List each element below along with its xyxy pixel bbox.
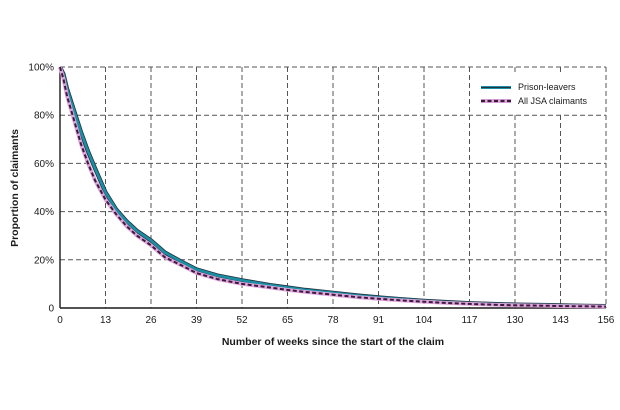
legend-label-prison-leavers: Prison-leavers <box>518 82 576 92</box>
legend-box <box>474 72 604 114</box>
x-tick-label: 65 <box>282 315 294 326</box>
x-tick-label: 91 <box>373 315 385 326</box>
x-tick-label: 117 <box>462 315 478 326</box>
x-axis-title: Number of weeks since the start of the c… <box>222 336 444 348</box>
tick-labels: 0 13 26 39 52 65 78 91 104 117 130 143 156 0 20% 40% 60%… <box>28 63 614 327</box>
x-tick-label: 143 <box>552 315 569 326</box>
x-tick-label: 156 <box>598 315 615 326</box>
x-tick-label: 52 <box>236 315 248 326</box>
y-tick-label: 0 <box>48 304 54 315</box>
series-line-all-jsa-claimants <box>59 66 607 308</box>
x-tick-label: 26 <box>145 315 157 326</box>
legend-label-all-jsa-claimants: All JSA claimants <box>518 96 588 106</box>
y-tick-label: 100% <box>28 63 54 74</box>
x-tick-label: 0 <box>57 315 63 326</box>
y-tick-label: 20% <box>34 255 54 266</box>
y-tick-label: 40% <box>34 207 54 218</box>
axes <box>59 67 606 309</box>
y-axis-title: Proportion of claimants <box>9 129 21 247</box>
x-tick-label: 104 <box>416 315 433 326</box>
y-tick-label: 80% <box>34 111 54 122</box>
series-lines <box>58 66 607 309</box>
x-tick-label: 13 <box>100 315 112 326</box>
legend: Prison-leavers All JSA claimants <box>474 72 604 114</box>
x-tick-label: 39 <box>191 315 203 326</box>
x-tick-label: 130 <box>507 315 524 326</box>
x-tick-label: 78 <box>327 315 339 326</box>
y-tick-label: 60% <box>34 159 54 170</box>
